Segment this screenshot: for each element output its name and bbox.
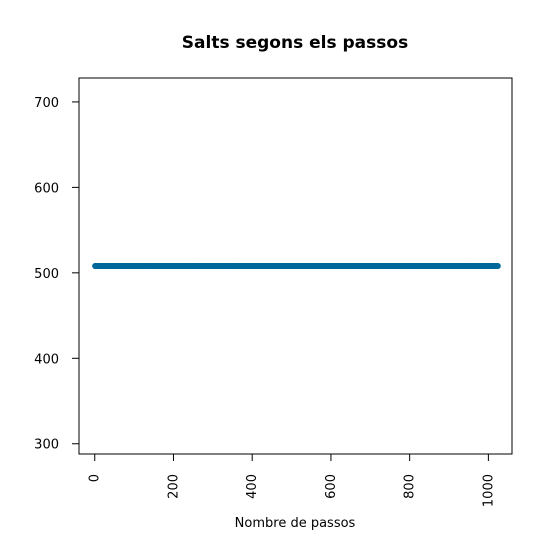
y-axis: 300 400 500 600 700 [34, 96, 80, 453]
x-tick-label: 200 [166, 474, 181, 499]
y-tick-label: 400 [34, 352, 59, 367]
data-points [92, 263, 501, 269]
y-tick-label: 500 [34, 267, 59, 282]
x-axis-label: Nombre de passos [235, 516, 356, 531]
y-tick-label: 300 [34, 438, 59, 453]
y-tick-label: 700 [34, 96, 59, 111]
x-tick-label: 600 [324, 474, 339, 499]
chart-title: Salts segons els passos [182, 33, 408, 53]
x-axis: 0 200 400 600 800 1000 [88, 453, 496, 507]
y-tick-label: 600 [34, 181, 59, 196]
x-tick-label: 0 [88, 474, 103, 482]
data-point [494, 263, 501, 269]
x-tick-label: 400 [245, 474, 260, 499]
x-tick-label: 800 [403, 474, 418, 499]
x-tick-label: 1000 [481, 474, 496, 507]
